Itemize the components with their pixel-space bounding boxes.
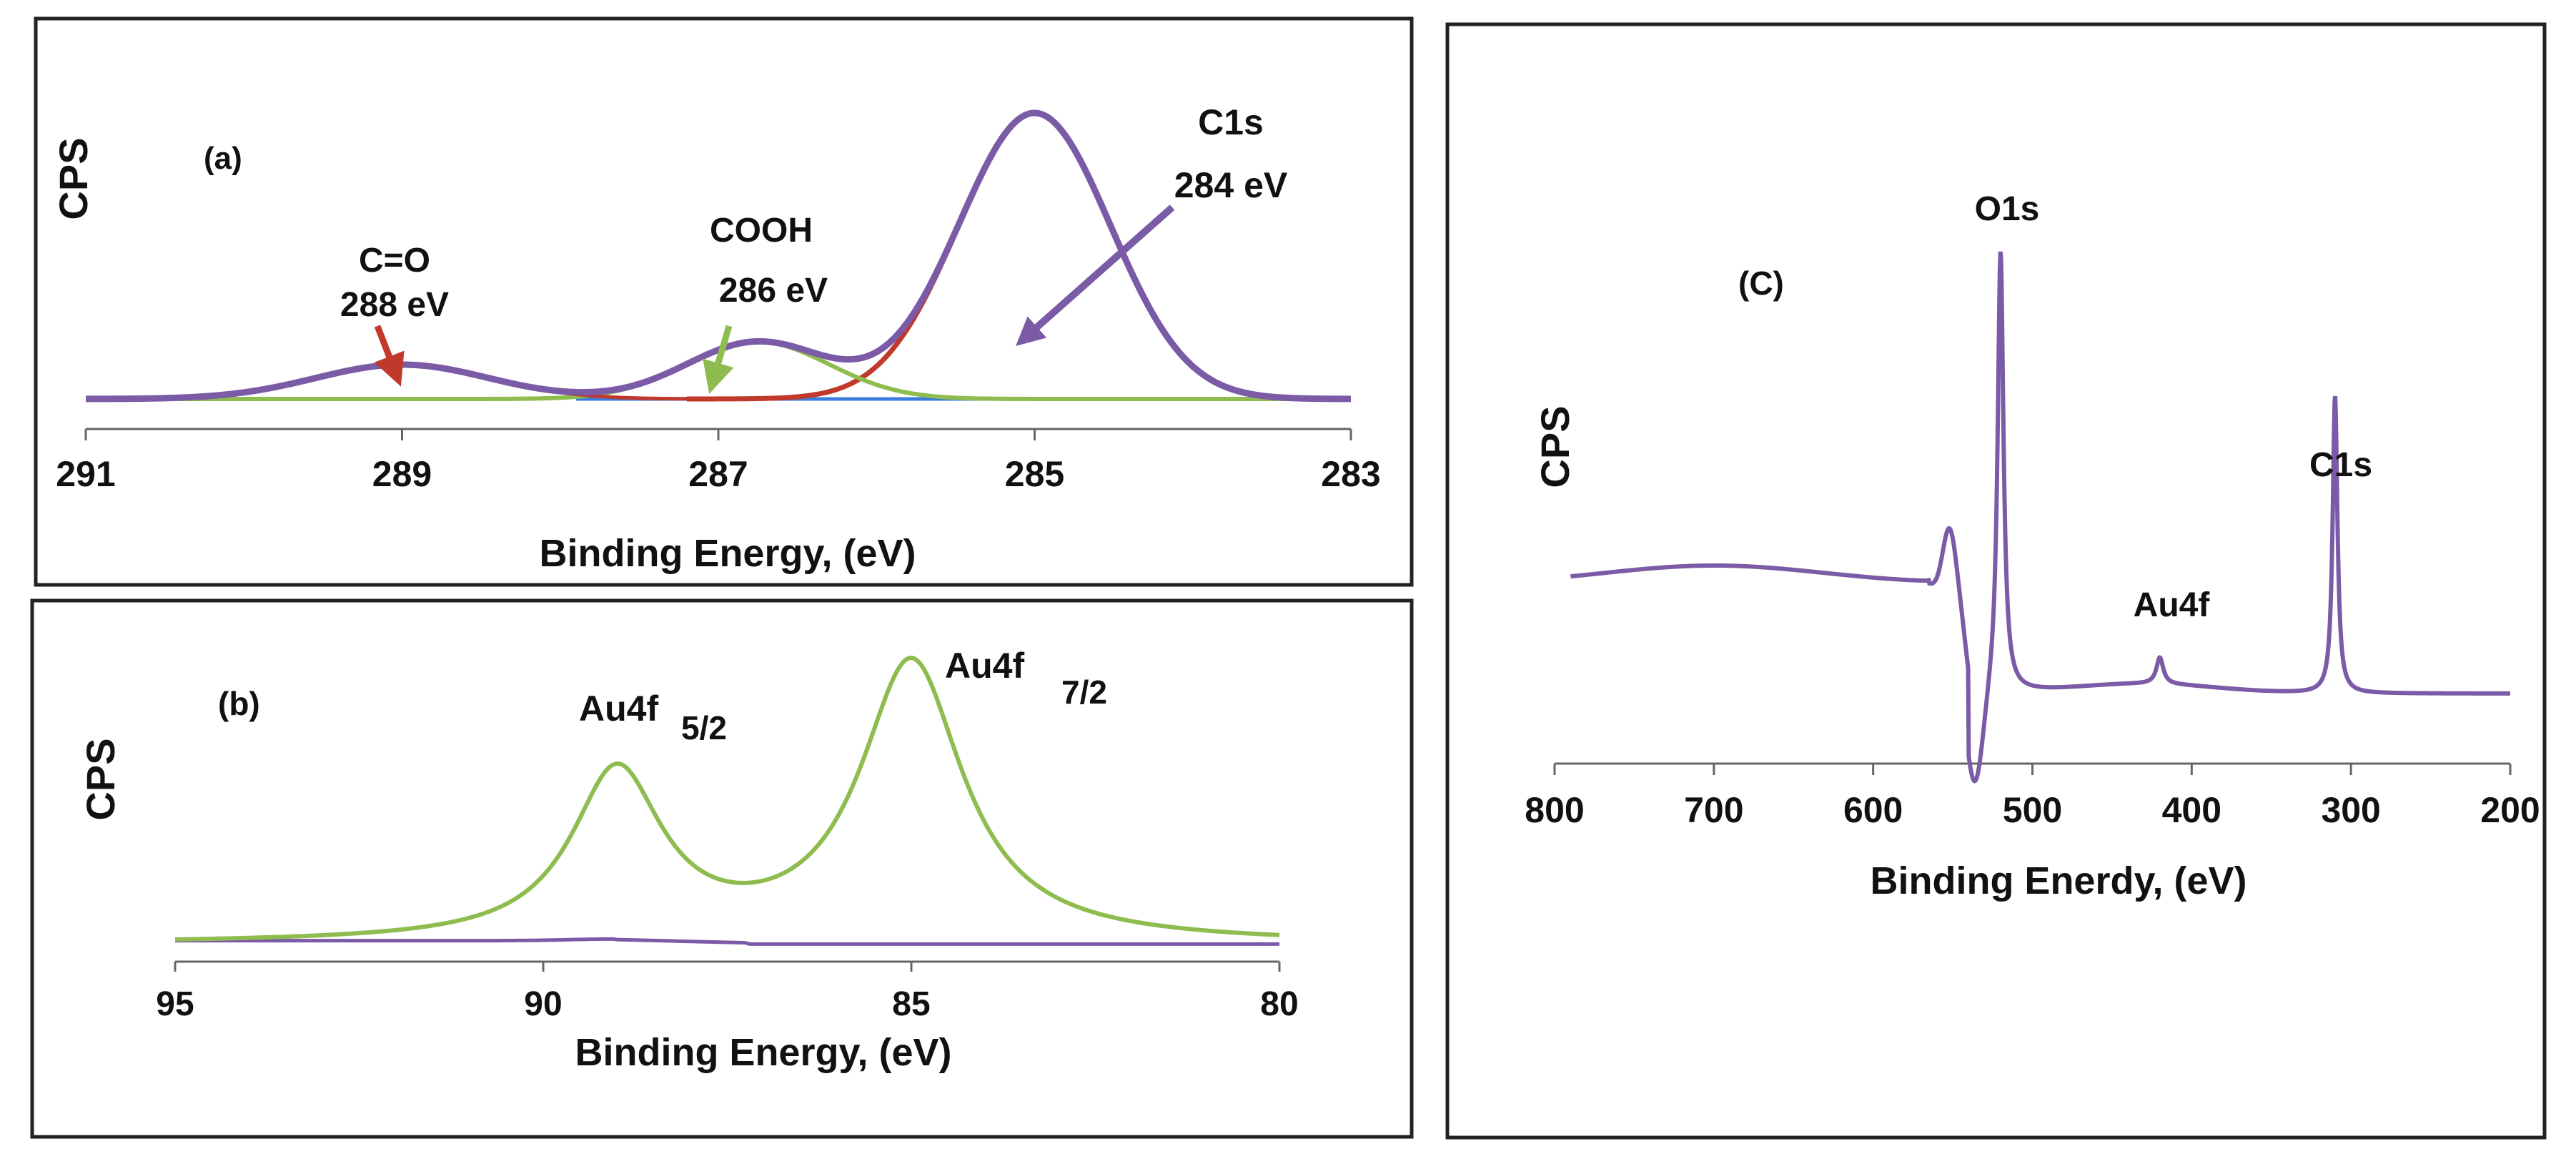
- panel-a-x-tick-labels: 291 289 287 285 283: [56, 454, 1380, 494]
- panel-c-x-tick-label: 600: [1843, 790, 1903, 830]
- panel-c: CPS (C) 800 700 600 500 400 300 200 O1s Au4f C…: [1445, 22, 2547, 1140]
- annotation-cooh-name: COOH: [710, 212, 813, 250]
- panel-b-label: (b): [218, 685, 260, 722]
- panel-b: CPS (b) 95 90 85 80 Au4f 5/2 Au4f 7/2 Bindi…: [30, 598, 1414, 1139]
- panel-c-x-tick-label: 300: [2321, 790, 2380, 830]
- panel-b-x-tick-label: 90: [524, 985, 562, 1023]
- annotation-au4f72: Au4f 7/2: [945, 646, 1107, 711]
- panel-a-ylabel: CPS: [51, 137, 96, 220]
- panel-c-x-tick-labels: 800 700 600 500 400 300 200: [1525, 790, 2540, 830]
- arrow-co: [374, 325, 405, 387]
- annotation-au4f52-sub: 5/2: [681, 709, 727, 746]
- arrow-c1s: [1016, 204, 1175, 346]
- panel-b-x-tick-label: 85: [892, 985, 930, 1023]
- panel-a-x-tick-label: 283: [1321, 454, 1380, 494]
- panel-a-xlabel: Binding Energy, (eV): [539, 532, 916, 575]
- panel-b-frame: [30, 598, 1414, 1139]
- annotation-c1s-name: C1s: [1198, 102, 1264, 142]
- annotation-co-ev: 288 eV: [340, 286, 449, 324]
- panel-a: CPS (a) 291 289 287 285 283 C=O 288 eV COOH …: [34, 16, 1414, 587]
- panel-b-x-tick-labels: 95 90 85 80: [156, 985, 1298, 1023]
- arrow-cooh: [703, 325, 734, 394]
- panel-a-c1s-component: [686, 110, 1352, 402]
- panel-a-frame: [34, 16, 1414, 587]
- annotation-cooh-ev: 286 eV: [719, 272, 828, 310]
- annotation-o1s: O1s: [1975, 190, 2040, 228]
- annotation-au4f72-sub: 7/2: [1061, 674, 1107, 711]
- panel-b-ylabel: CPS: [78, 738, 123, 820]
- panel-c-label: (C): [1738, 265, 1784, 302]
- panel-c-x-tick-label: 500: [2003, 790, 2062, 830]
- panel-a-co-component: [85, 362, 719, 401]
- panel-a-envelope: [85, 109, 1352, 403]
- annotation-au4f72-main: Au4f: [945, 646, 1024, 686]
- panel-a-x-tick-label: 287: [688, 454, 748, 494]
- panel-c-x-ticks: [1553, 764, 2512, 775]
- panel-c-x-tick-label: 200: [2480, 790, 2540, 830]
- panel-a-label: (a): [204, 141, 242, 176]
- panel-a-x-tick-label: 285: [1005, 454, 1064, 494]
- panel-b-fit-curve: [174, 655, 1280, 942]
- panel-c-x-tick-label: 800: [1525, 790, 1584, 830]
- annotation-c1s: C1s: [2309, 446, 2372, 484]
- annotation-c1s-ev: 284 eV: [1174, 165, 1288, 205]
- panel-b-x-tick-label: 95: [156, 985, 194, 1023]
- panel-a-x-tick-label: 291: [56, 454, 115, 494]
- annotation-au4f: Au4f: [2134, 586, 2211, 624]
- annotation-au4f52-main: Au4f: [579, 689, 658, 729]
- panel-b-xlabel: Binding Energy, (eV): [575, 1031, 951, 1074]
- panel-b-background-line: [175, 937, 1279, 946]
- annotation-au4f52: Au4f 5/2: [579, 689, 727, 746]
- annotation-co-name: C=O: [359, 242, 430, 280]
- panel-a-x-tick-label: 289: [372, 454, 432, 494]
- panel-c-ylabel: CPS: [1532, 405, 1577, 488]
- panel-c-survey-spectrum: [1570, 251, 2510, 784]
- panel-c-xlabel: Binding Enerdy, (eV): [1870, 859, 2246, 902]
- panel-b-x-ticks: [174, 962, 1281, 972]
- panel-c-x-tick-label: 700: [1684, 790, 1743, 830]
- panel-c-frame: [1445, 22, 2547, 1140]
- panel-c-x-tick-label: 400: [2162, 790, 2221, 830]
- panel-b-x-tick-label: 80: [1260, 985, 1298, 1023]
- panel-a-x-ticks: [84, 429, 1352, 440]
